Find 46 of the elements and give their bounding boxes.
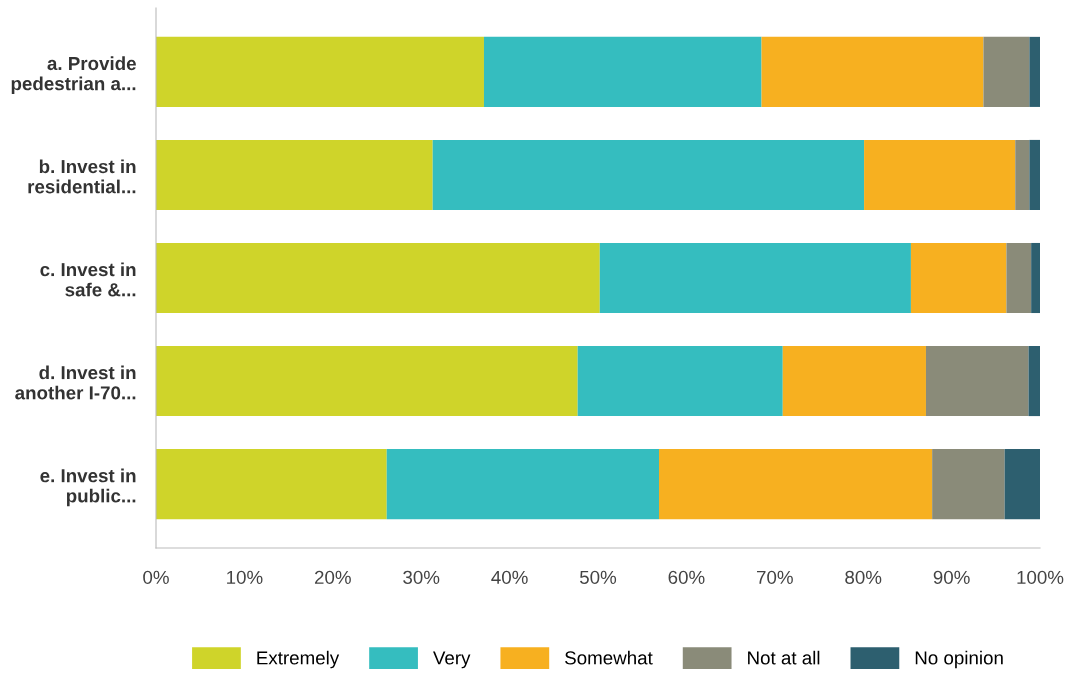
x-tick-label: 70% [757, 570, 793, 584]
bar [761, 36, 984, 107]
bar [782, 346, 926, 417]
y-tick-label: c. Invest in safe &... [40, 262, 136, 297]
bar [864, 139, 1016, 210]
legend-label: Not at all [748, 650, 820, 665]
x-tick-label: 40% [491, 570, 528, 584]
y-tick-label: b. Invest in residential... [28, 159, 136, 194]
bar [432, 139, 865, 210]
bar [156, 242, 600, 314]
bar [1029, 139, 1040, 210]
x-tick-label: 50% [579, 570, 617, 584]
bar [983, 36, 1030, 107]
x-tick-label: 30% [403, 570, 440, 584]
bar [577, 346, 783, 417]
bar [932, 449, 1005, 520]
bar [1006, 242, 1032, 314]
legend-label: Very [433, 651, 471, 669]
bar [156, 36, 484, 107]
bar [659, 449, 933, 520]
legend-label: No opinion [915, 650, 1003, 669]
bar [483, 36, 762, 107]
y-tick-label: d. Invest in another I-70... [15, 365, 136, 400]
bar [1029, 36, 1040, 107]
bar [1015, 139, 1030, 210]
bar [156, 139, 433, 210]
bar [925, 346, 1029, 417]
x-tick-label: 80% [845, 570, 882, 584]
y-tick-label: a. Provide pedestrian a... [11, 56, 136, 95]
x-tick-label: 10% [227, 570, 263, 584]
bar [156, 346, 578, 417]
x-tick-label: 20% [314, 570, 351, 584]
x-tick-label: 90% [933, 570, 970, 584]
legend-label: Somewhat [565, 650, 653, 665]
y-tick-label: e. Invest in public... [40, 468, 136, 507]
x-tick-label: 100% [1017, 570, 1064, 584]
bar [156, 449, 387, 520]
bar [1031, 242, 1040, 314]
x-tick-label: 0% [143, 570, 169, 584]
legend-label: Extremely [257, 650, 340, 669]
bar [910, 242, 1007, 314]
bar [1004, 449, 1040, 520]
bar [386, 449, 659, 520]
bar [599, 242, 911, 314]
x-tick-label: 60% [668, 570, 705, 584]
bar [1028, 346, 1040, 417]
